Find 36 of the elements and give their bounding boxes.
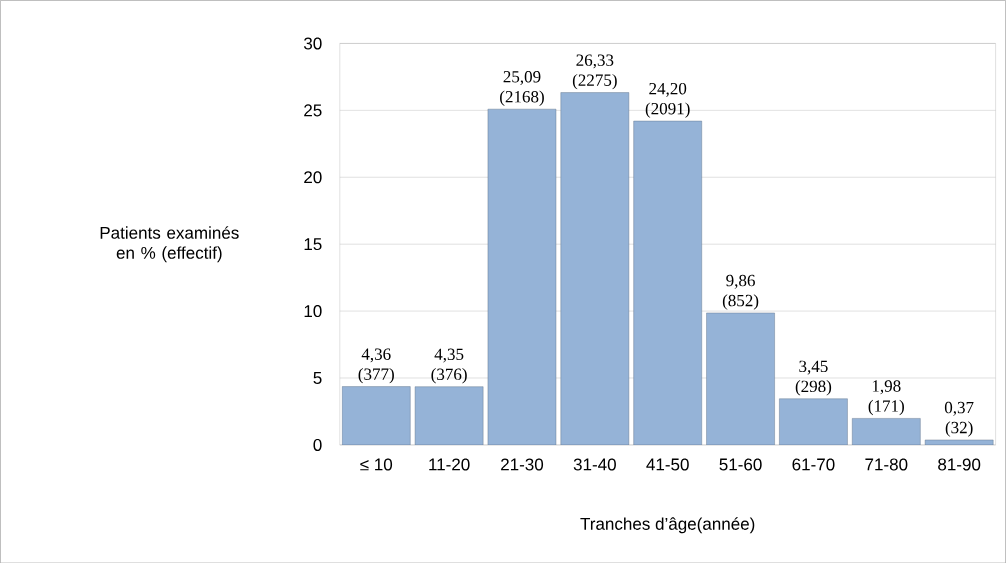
- y-axis-title: Patients examinés en % (effectif): [100, 225, 239, 262]
- y-tick-label: 20: [304, 171, 322, 184]
- y-tick-label: 25: [304, 104, 322, 117]
- bar: [924, 439, 994, 445]
- x-tick-label: 31-40: [573, 458, 616, 471]
- x-tick-label: 81-90: [938, 458, 981, 471]
- data-label: 4,36 (377): [358, 348, 394, 384]
- data-label: 0,37 (32): [944, 401, 974, 437]
- data-label: 25,09 (2168): [500, 70, 544, 106]
- x-tick-label: 11-20: [429, 458, 470, 471]
- x-tick-label: 21-30: [501, 458, 544, 471]
- bar: [487, 108, 557, 445]
- x-tick-label: 51-60: [719, 458, 762, 471]
- bar: [633, 120, 702, 445]
- data-label: 1,98 (171): [868, 380, 904, 415]
- bar: [414, 386, 484, 445]
- y-tick-label: 15: [304, 238, 322, 250]
- data-label: 9,86 (852): [722, 274, 759, 310]
- bar: [852, 418, 921, 445]
- data-label: 24,20 (2091): [645, 82, 690, 118]
- data-label: 4,35 (376): [431, 348, 467, 384]
- y-tick-label: 5: [313, 371, 322, 384]
- x-axis-title: Tranches d’âge(année): [580, 516, 755, 534]
- bar: [779, 398, 848, 445]
- y-tick-label: 10: [304, 304, 322, 317]
- bar: [342, 386, 411, 445]
- data-label: 3,45 (298): [795, 360, 832, 396]
- x-tick-label: ≤ 10: [360, 458, 393, 471]
- y-tick-label: 30: [303, 37, 322, 50]
- data-label: 26,33 (2275): [572, 54, 617, 90]
- x-tick-label: 71-80: [865, 458, 908, 471]
- bar: [706, 312, 775, 445]
- y-tick-label: 0: [313, 438, 322, 451]
- x-tick-label: 41-50: [646, 458, 689, 471]
- bar: [560, 92, 630, 445]
- x-tick-label: 61-70: [792, 458, 835, 471]
